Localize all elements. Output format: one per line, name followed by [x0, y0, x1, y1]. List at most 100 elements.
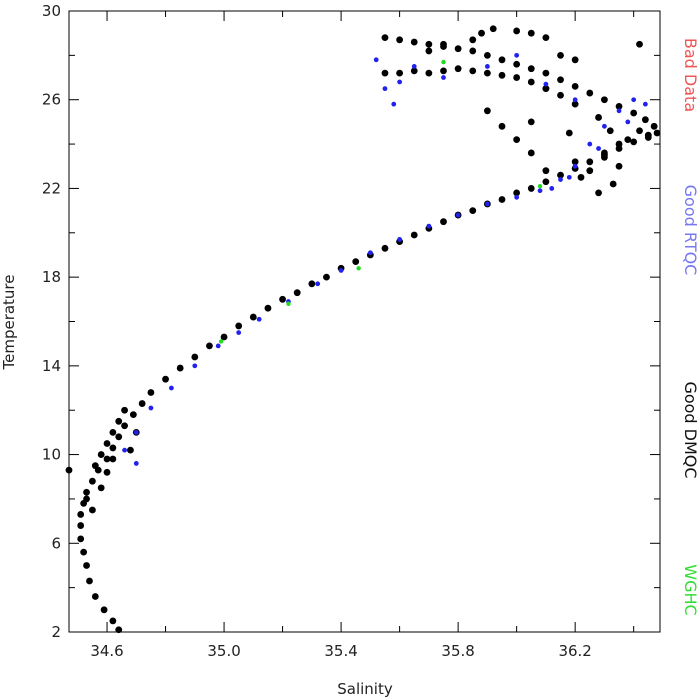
x-axis-ticks: 34.6 35.0 35.4 35.8 36.2: [90, 11, 635, 660]
legend-item: Bad Data: [681, 38, 700, 112]
data-point: [469, 67, 477, 75]
data-point: [542, 85, 550, 93]
y-tick-label: 18: [42, 268, 61, 286]
data-point: [572, 97, 578, 103]
data-point: [586, 158, 594, 166]
x-axis-title: Salinity: [337, 680, 393, 698]
data-point: [513, 189, 521, 197]
data-point: [514, 52, 520, 58]
data-point: [484, 64, 490, 69]
data-point: [397, 237, 403, 242]
data-point: [286, 301, 291, 306]
data-point: [653, 129, 661, 137]
data-point: [323, 273, 330, 281]
data-point: [440, 40, 447, 48]
data-point: [133, 429, 139, 435]
data-point: [206, 342, 213, 350]
data-point: [77, 522, 85, 529]
data-point: [352, 258, 360, 266]
data-point: [498, 196, 506, 203]
data-point: [595, 114, 602, 121]
data-point: [293, 289, 301, 297]
data-point: [129, 411, 137, 419]
data-point: [133, 461, 139, 466]
data-point: [100, 606, 108, 614]
data-point: [121, 422, 128, 430]
data-point: [587, 141, 593, 147]
y-tick-label: 10: [42, 446, 61, 464]
data-point: [650, 122, 658, 130]
data-point: [644, 131, 652, 139]
data-point: [483, 107, 491, 115]
data-point: [279, 295, 286, 303]
data-point: [566, 174, 572, 180]
data-point: [440, 67, 447, 75]
data-point: [192, 363, 198, 369]
data-point: [115, 417, 123, 425]
data-point: [127, 446, 134, 454]
data-point: [483, 51, 491, 59]
data-point: [308, 280, 316, 288]
data-point: [115, 433, 123, 441]
data-point: [489, 25, 497, 33]
data-point: [381, 34, 389, 42]
data-point: [630, 138, 638, 146]
legend: Bad Data Good RTQC Good DMQC WGHC: [681, 38, 700, 616]
data-point: [65, 466, 73, 474]
data-point: [147, 389, 155, 396]
data-point: [264, 304, 272, 312]
data-point: [91, 593, 99, 600]
data-point: [83, 495, 90, 503]
x-tick-label: 35.8: [441, 642, 474, 660]
data-point: [642, 101, 648, 107]
data-point: [138, 400, 146, 407]
data-point: [616, 108, 622, 114]
data-point: [441, 59, 446, 65]
data-point: [356, 266, 361, 271]
data-point: [478, 29, 485, 37]
data-point: [636, 40, 643, 48]
data-point: [513, 60, 521, 68]
data-point: [411, 64, 417, 69]
data-point: [527, 149, 535, 157]
data-point: [557, 76, 564, 84]
data-point: [527, 185, 535, 192]
data-point: [235, 322, 243, 330]
data-point: [631, 97, 637, 103]
data-point: [542, 34, 550, 42]
data-point: [410, 67, 418, 75]
data-point: [527, 29, 535, 37]
data-point: [454, 45, 462, 53]
data-point: [537, 188, 543, 194]
data-point: [586, 167, 594, 175]
legend-item: WGHC: [681, 564, 700, 615]
data-point: [595, 189, 602, 197]
data-point: [601, 96, 608, 104]
data-point: [191, 353, 199, 361]
data-point: [542, 178, 550, 186]
x-tick-label: 36.2: [558, 642, 591, 660]
data-point: [469, 47, 477, 55]
data-point: [381, 69, 389, 77]
data-point: [571, 100, 579, 108]
data-point: [103, 468, 111, 476]
data-point: [549, 186, 555, 191]
data-point: [484, 201, 490, 207]
data-point: [91, 462, 99, 470]
data-point: [169, 385, 174, 391]
data-point: [630, 109, 638, 117]
data-point: [606, 127, 614, 135]
data-point: [513, 74, 521, 81]
y-tick-label: 14: [42, 357, 61, 375]
data-point: [425, 47, 433, 55]
data-point: [80, 548, 88, 556]
data-point: [601, 153, 608, 161]
data-point: [122, 447, 127, 453]
data-point: [636, 127, 643, 135]
data-point: [577, 173, 585, 181]
data-point: [236, 330, 242, 335]
data-point: [571, 158, 579, 166]
data-point: [103, 440, 111, 447]
data-point: [425, 40, 433, 48]
